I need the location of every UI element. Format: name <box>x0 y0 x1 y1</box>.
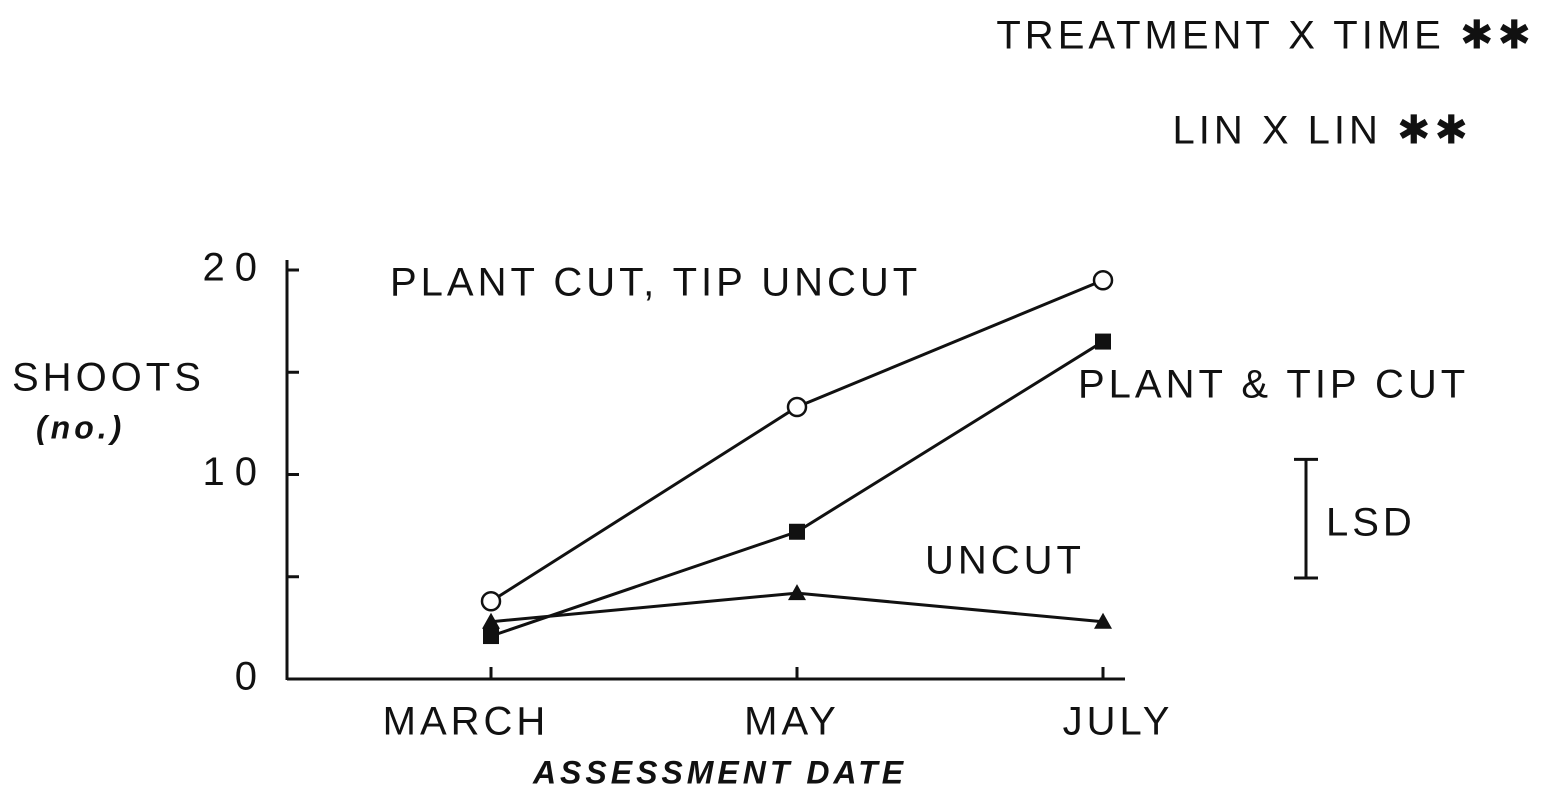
annotation: TREATMENT X TIME ✱✱ <box>996 14 1535 58</box>
series-label: PLANT CUT, TIP UNCUT <box>390 261 921 305</box>
x-tick-label: JULY <box>1063 700 1174 744</box>
x-axis-label: ASSESSMENT DATE <box>532 754 907 790</box>
marker <box>482 612 500 629</box>
marker <box>1094 612 1112 629</box>
marker <box>1095 333 1111 350</box>
series-label: UNCUT <box>925 539 1085 583</box>
lsd-bar <box>1294 457 1318 580</box>
series-label: PLANT & TIP CUT <box>1078 363 1469 407</box>
y-tick-label: 10 <box>203 450 268 494</box>
y-axis-label: SHOOTS <box>12 356 205 400</box>
marker <box>788 584 806 601</box>
x-tick-label: MAY <box>744 700 840 744</box>
marker <box>1092 269 1114 291</box>
marker <box>786 396 808 418</box>
y-tick-label: 20 <box>203 246 268 290</box>
x-tick-label: MARCH <box>383 700 550 744</box>
marker <box>483 628 499 645</box>
marker <box>480 591 502 612</box>
annotation: LIN X LIN ✱✱ <box>1172 109 1472 153</box>
y-axis-unit: (no.) <box>36 409 125 445</box>
lsd-label: LSD <box>1326 500 1416 544</box>
marker <box>789 523 805 540</box>
y-tick-label: 0 <box>235 655 267 699</box>
